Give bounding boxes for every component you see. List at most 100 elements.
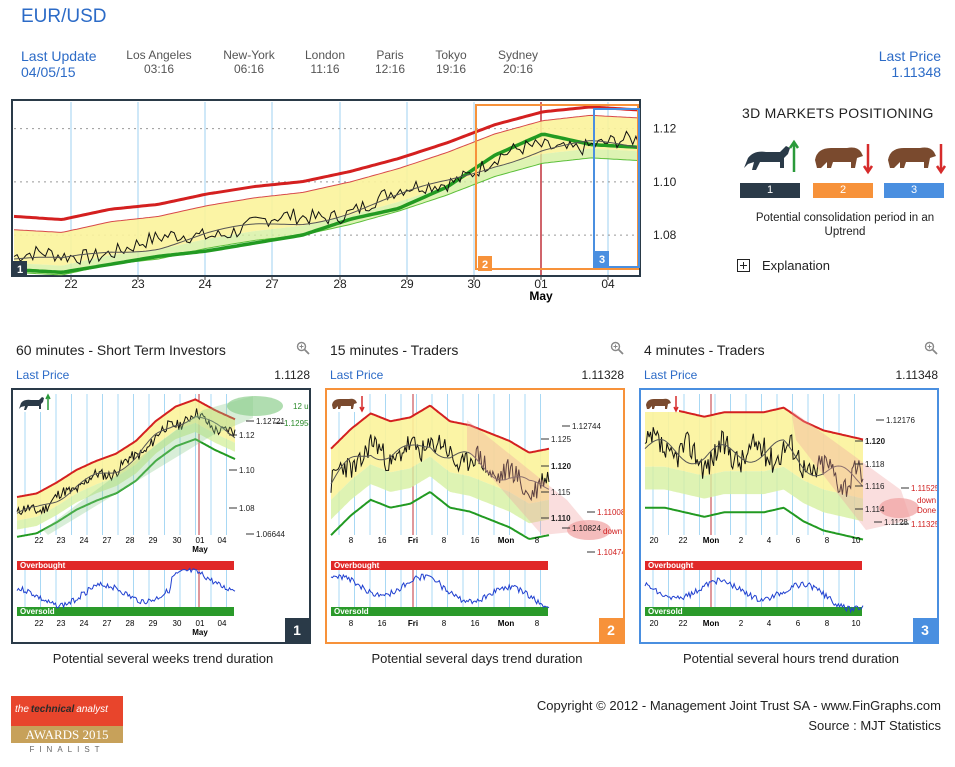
main-chart-y-ticks: 1.08 1.10 1.12 — [653, 122, 677, 242]
panel-2-title: 15 minutes - Traders — [330, 342, 459, 358]
window-1-label: 1 — [17, 264, 23, 276]
window-2-label: 2 — [482, 259, 488, 271]
overbought-label: Overbought — [334, 561, 380, 570]
last-update-label: Last Update — [21, 48, 97, 64]
green-band — [331, 456, 549, 524]
award-title: AWARDS 2015 — [11, 726, 123, 743]
lower-line — [330, 491, 550, 540]
bull-icon — [744, 139, 800, 172]
expand-icon[interactable] — [737, 259, 750, 272]
city-name: Sydney — [497, 48, 539, 62]
x-tick-label: 27 — [103, 536, 112, 545]
x-tick-label: 6 — [796, 536, 801, 545]
last-update: Last Update 04/05/15 — [21, 48, 97, 80]
last-update-value: 04/05/15 — [21, 64, 76, 80]
bear-icon — [888, 144, 946, 175]
city-time: 19:16 — [435, 62, 467, 76]
green-band — [14, 148, 639, 275]
x-tick-label: 8 — [442, 619, 447, 628]
price-label: 1.08 — [239, 504, 255, 513]
upper-inner-line — [13, 114, 640, 233]
x-tick-label: Mon — [703, 619, 720, 628]
zoom-icon[interactable] — [924, 341, 938, 355]
x-tick-label: 8 — [442, 536, 447, 545]
projection-cone — [467, 420, 592, 535]
x-tick-label: 30 — [173, 536, 182, 545]
price-label: 1.10 — [239, 466, 255, 475]
x-tick-label: 01 — [196, 536, 205, 545]
price-label: 1.12176 — [886, 416, 915, 425]
source-text: Source : MJT Statistics — [808, 718, 941, 733]
oscillator-line — [644, 577, 864, 614]
x-tick-label: 20 — [650, 536, 659, 545]
panel-4-minutes[interactable]: 1.12176 1.120 1.118 1.116 1.114 1.1128 1.11525… — [639, 388, 940, 644]
city-time: 20:16 — [502, 62, 534, 76]
zoom-icon[interactable] — [296, 341, 310, 355]
price-label: 1.11525 — [911, 484, 937, 493]
award-banner: the technical analyst — [11, 696, 123, 726]
x-month-label: May — [529, 289, 553, 303]
x-tick-label: 22 — [679, 536, 688, 545]
city-london: London 11:16 — [290, 48, 360, 76]
price-label: 1.11008 — [597, 508, 623, 517]
x-tick-label: 4 — [767, 536, 772, 545]
panel-3-footer: Potential several hours trend duration — [682, 651, 900, 666]
x-tick-label: 04 — [218, 536, 227, 545]
panel-2-footer: Potential several days trend duration — [371, 651, 583, 666]
oscillator-line — [330, 573, 550, 609]
positioning-badge-2: 2 — [813, 183, 873, 198]
price-label: 1.12 — [239, 431, 255, 440]
price-label: 1.114 — [865, 505, 885, 514]
city-name: New-York — [223, 48, 275, 62]
city-time: 06:16 — [233, 62, 265, 76]
main-price-chart: 1 2 3 22 23 24 27 28 29 30 01 04 1.08 1.10 1.12 Ma… — [11, 99, 677, 303]
zoom-icon[interactable] — [610, 341, 624, 355]
x-tick-label: 8 — [349, 619, 354, 628]
x-tick-label: 2 — [739, 536, 744, 545]
award-word: the — [15, 704, 29, 715]
last-price: Last Price 1.11348 — [879, 48, 941, 80]
x-tick-label: 6 — [796, 619, 801, 628]
overbought-label: Overbought — [648, 561, 694, 570]
upper-line — [330, 404, 550, 454]
x-tick-label: 04 — [218, 619, 227, 628]
signal-marker — [879, 498, 919, 518]
city-time: 11:16 — [310, 62, 340, 76]
x-tick-label: 28 — [333, 277, 347, 291]
animal-shape — [19, 397, 44, 410]
x-tick-label: 16 — [378, 619, 387, 628]
lower-line — [16, 438, 236, 538]
signal-marker — [567, 520, 611, 540]
x-tick-label: 22 — [64, 277, 78, 291]
price-label: 1.1128 — [884, 518, 908, 527]
x-tick-label: 27 — [103, 619, 112, 628]
x-month-label: May — [192, 545, 208, 554]
green-band — [17, 422, 235, 530]
last-price-label: Last Price — [878, 48, 941, 64]
x-tick-label: 16 — [471, 536, 480, 545]
x-tick-label: 20 — [650, 619, 659, 628]
x-tick-label: 29 — [149, 536, 158, 545]
x-tick-label: 8 — [825, 619, 830, 628]
panel-3-title: 4 minutes - Traders — [644, 342, 765, 358]
window-1-badge — [13, 261, 27, 276]
city-tokyo: Tokyo 19:16 — [416, 48, 486, 76]
x-tick-label: Fri — [408, 619, 418, 628]
window-3-badge — [595, 251, 609, 266]
price-label: 1.110 — [551, 514, 571, 523]
panel-15-minutes[interactable]: 1.12744 1.125 1.120 1.115 1.110 1.10824 1.1100… — [325, 388, 626, 644]
city-name: London — [304, 48, 346, 62]
x-tick-label: 4 — [767, 619, 772, 628]
signal-label: Done — [917, 506, 937, 515]
city-name: Los Angeles — [126, 48, 192, 62]
x-tick-label: 29 — [149, 619, 158, 628]
price-label: 1.120 — [551, 462, 572, 471]
oversold-bar — [17, 607, 234, 616]
bull-icon — [17, 393, 51, 412]
x-tick-label: Mon — [703, 536, 720, 545]
x-tick-label: 2 — [739, 619, 744, 628]
green-band — [645, 466, 863, 522]
oversold-bar — [645, 607, 862, 616]
explanation-toggle[interactable]: Explanation — [737, 258, 830, 273]
